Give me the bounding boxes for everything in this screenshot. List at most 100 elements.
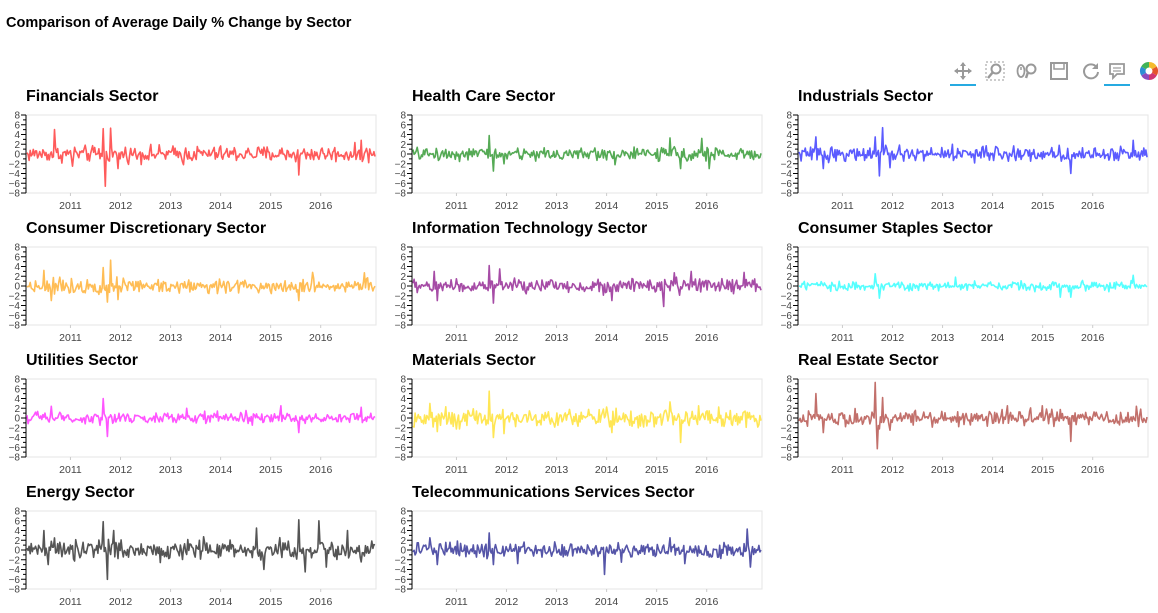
series-line[interactable] — [412, 264, 762, 308]
y-tick-label: 4 — [400, 262, 406, 273]
y-tick-label: 6 — [14, 120, 20, 131]
y-tick-label: 8 — [786, 375, 792, 386]
hover-tool[interactable] — [1102, 58, 1132, 86]
series-line[interactable] — [26, 519, 376, 581]
x-tick-label: 2015 — [1031, 200, 1055, 212]
y-tick-label: 0 — [786, 414, 792, 425]
x-tick-label: 2015 — [645, 596, 669, 608]
x-tick-label: 2011 — [59, 596, 82, 608]
panel-title: Consumer Discretionary Sector — [26, 220, 266, 237]
x-tick-label: 2013 — [931, 332, 955, 344]
y-tick-label: 6 — [14, 384, 20, 395]
y-tick-label: 2 — [400, 404, 406, 415]
y-tick-label: 0 — [400, 546, 406, 557]
x-tick-label: 2014 — [595, 596, 619, 608]
series-line[interactable] — [799, 273, 1148, 299]
y-tick-label: 2 — [400, 536, 406, 547]
y-tick-label: 2 — [786, 272, 792, 283]
y-tick-label: −2 — [781, 423, 793, 434]
y-tick-label: 6 — [400, 120, 406, 131]
pan-tool[interactable] — [948, 58, 978, 86]
x-tick-label: 2013 — [545, 464, 569, 476]
y-tick-label: −2 — [9, 423, 21, 434]
page-title: Comparison of Average Daily % Change by … — [6, 15, 352, 31]
series-line[interactable] — [798, 126, 1148, 177]
y-tick-label: 4 — [786, 262, 792, 273]
y-tick-label: 6 — [786, 120, 792, 131]
y-tick-label: −6 — [395, 575, 407, 586]
series-line[interactable] — [412, 390, 762, 444]
y-tick-label: −4 — [9, 433, 21, 444]
y-tick-label: 8 — [786, 111, 792, 122]
wheel-zoom-icon — [1016, 63, 1037, 79]
save-icon — [1050, 62, 1068, 80]
y-tick-label: 0 — [14, 150, 20, 161]
y-tick-label: 2 — [786, 140, 792, 151]
x-tick-label: 2013 — [931, 200, 955, 212]
x-tick-label: 2014 — [209, 464, 233, 476]
reset-icon — [1083, 63, 1099, 80]
series-line[interactable] — [26, 127, 376, 187]
y-tick-label: −6 — [781, 311, 793, 322]
toolbar — [948, 58, 1158, 86]
y-tick-label: 8 — [400, 507, 406, 518]
y-tick-label: 6 — [14, 516, 20, 527]
pan-icon — [954, 62, 972, 80]
x-tick-label: 2015 — [645, 332, 669, 344]
y-tick-label: 4 — [14, 262, 20, 273]
y-tick-label: −6 — [9, 311, 21, 322]
reset-tool[interactable] — [1076, 58, 1106, 84]
y-tick-label: 8 — [400, 111, 406, 122]
y-tick-label: 0 — [400, 282, 406, 293]
x-tick-label: 2016 — [309, 596, 333, 608]
x-tick-label: 2013 — [159, 596, 183, 608]
y-tick-label: 2 — [14, 140, 20, 151]
x-tick-label: 2013 — [931, 464, 955, 476]
panel-title: Materials Sector — [412, 352, 536, 369]
x-tick-label: 2012 — [881, 464, 905, 476]
series-line[interactable] — [26, 397, 376, 438]
y-tick-label: 6 — [400, 252, 406, 263]
y-tick-label: −6 — [395, 443, 407, 454]
y-tick-label: 0 — [400, 414, 406, 425]
box-zoom-tool[interactable] — [980, 58, 1010, 84]
y-tick-label: −8 — [395, 585, 407, 596]
y-tick-label: 2 — [400, 140, 406, 151]
y-tick-label: −8 — [9, 321, 21, 332]
y-tick-label: −4 — [9, 301, 21, 312]
x-tick-label: 2011 — [59, 332, 82, 344]
x-tick-label: 2012 — [495, 332, 519, 344]
y-tick-label: −4 — [9, 169, 21, 180]
x-tick-label: 2015 — [259, 200, 283, 212]
x-tick-label: 2016 — [309, 464, 333, 476]
y-tick-label: −8 — [395, 189, 407, 200]
x-tick-label: 2013 — [159, 332, 183, 344]
y-tick-label: 8 — [14, 507, 20, 518]
y-tick-label: 4 — [786, 394, 792, 405]
wheel-zoom-tool[interactable] — [1012, 58, 1042, 84]
x-tick-label: 2016 — [1081, 200, 1105, 212]
y-tick-label: −6 — [395, 311, 407, 322]
x-tick-label: 2014 — [209, 332, 233, 344]
series-line[interactable] — [412, 528, 762, 576]
y-tick-label: 0 — [400, 150, 406, 161]
x-tick-label: 2012 — [495, 464, 519, 476]
y-tick-label: 0 — [14, 282, 20, 293]
series-line[interactable] — [798, 381, 1148, 450]
series-line[interactable] — [412, 134, 762, 172]
x-tick-label: 2013 — [159, 200, 183, 212]
box-zoom-icon — [985, 61, 1005, 81]
x-tick-label: 2016 — [695, 596, 719, 608]
y-tick-label: 6 — [14, 252, 20, 263]
y-tick-label: −8 — [9, 585, 21, 596]
y-tick-label: −4 — [781, 433, 793, 444]
save-tool[interactable] — [1044, 58, 1074, 84]
series-line[interactable] — [26, 259, 376, 303]
panel-title: Information Technology Sector — [412, 220, 647, 237]
bokeh-logo[interactable] — [1134, 58, 1158, 84]
y-tick-label: −8 — [9, 453, 21, 464]
